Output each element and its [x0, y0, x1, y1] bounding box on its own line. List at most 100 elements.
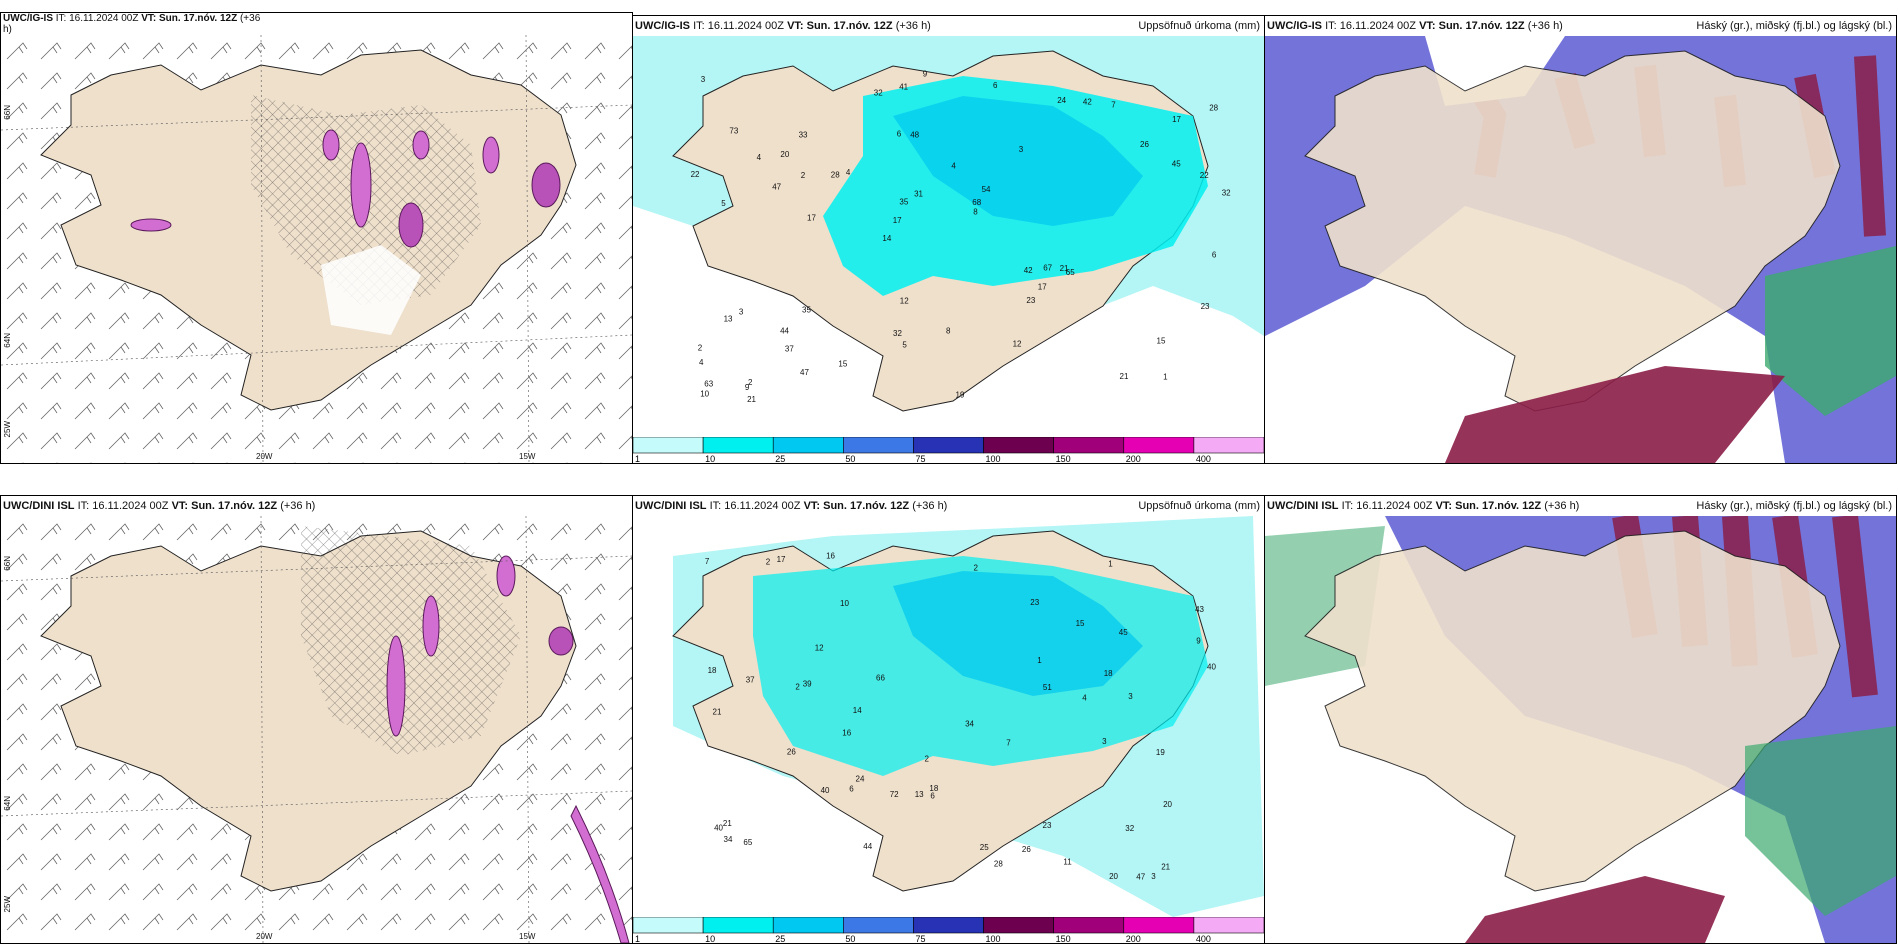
precip-value-label: 45: [1119, 628, 1128, 637]
precip-value-label: 34: [965, 720, 974, 729]
precip-value-label: 15: [838, 360, 847, 369]
precip-value-label: 17: [777, 555, 786, 564]
axis-label-15w: 15W: [519, 452, 536, 461]
colorbar-label: 10: [705, 454, 715, 463]
purple-feature: [482, 136, 500, 174]
panel-bottom-right: UWC/DINI ISL IT: 16.11.2024 00Z VT: Sun.…: [1264, 495, 1897, 944]
precip-map: 2 2 2 3 3 10 13 16 6 4 3 2 7 20 14 23 34 40 43 66 47 39 26 40 32…: [633, 516, 1264, 917]
it-value: 16.11.2024 00Z: [724, 500, 801, 512]
precip-value-label: 16: [826, 552, 835, 561]
precip-value-label: 42: [1083, 98, 1092, 107]
precip-value-label: 2: [795, 683, 800, 692]
precip-value-label: 37: [785, 344, 794, 353]
precip-value-label: 24: [1057, 96, 1066, 105]
colorbar-label: 50: [845, 454, 855, 463]
precip-value-label: 40: [1207, 663, 1216, 672]
colorbar-label: 10: [705, 934, 715, 943]
colorbar-label: 25: [775, 934, 785, 943]
colorbar-label: 150: [1056, 454, 1071, 463]
precip-value-label: 20: [1163, 800, 1172, 809]
it-value: 16.11.2024 00Z: [69, 13, 139, 24]
lead-time: (+36: [239, 13, 261, 24]
purple-feature: [548, 626, 574, 656]
heavy-precip-area: [893, 571, 1143, 696]
model-name: UWC/IG-IS: [635, 20, 690, 32]
precip-value-label: 45: [1172, 160, 1181, 169]
precip-value-label: 15: [1157, 336, 1166, 345]
wind-map: [1, 516, 632, 943]
precip-value-label: 47: [772, 182, 781, 191]
colorbar-swatch: [913, 917, 984, 934]
precip-value-label: 72: [890, 790, 899, 799]
purple-feature: [398, 202, 424, 248]
precip-value-label: 2: [698, 343, 703, 352]
precip-value-label: 44: [863, 842, 872, 851]
precip-value-label: 23: [1030, 598, 1039, 607]
colorbar-label: 200: [1126, 454, 1141, 463]
colorbar-swatch: [633, 437, 704, 454]
vt-label: VT:: [171, 500, 189, 512]
precip-value-label: 28: [1209, 104, 1218, 113]
precip-value-label: 65: [743, 838, 752, 847]
precip-value-label: 4: [1082, 694, 1087, 703]
it-label: IT:: [55, 13, 67, 24]
precip-value-label: 63: [704, 379, 713, 388]
precip-value-label: 32: [893, 329, 902, 338]
it-value: 16.11.2024 00Z: [92, 500, 169, 512]
precip-value-label: 6: [897, 129, 902, 138]
precip-value-label: 3: [701, 75, 706, 84]
vt-value: Sun. 17.nóv. 12Z: [1438, 20, 1525, 32]
colorbar-label: 400: [1196, 454, 1211, 463]
precip-value-label: 4: [951, 162, 956, 171]
lead-time-cont: h): [3, 24, 12, 35]
model-name: UWC/IG-IS: [1267, 20, 1322, 32]
hatched-area: [301, 526, 521, 756]
colorbar-swatch: [1053, 917, 1125, 934]
precip-value-label: 68: [972, 198, 981, 207]
precip-value-label: 34: [724, 835, 733, 844]
lat-line: [1, 555, 632, 582]
precip-value-label: 73: [729, 126, 738, 135]
precip-value-label: 35: [899, 198, 908, 207]
purple-feature: [422, 595, 440, 657]
it-label: IT:: [77, 500, 90, 512]
precip-value-label: 23: [1201, 302, 1210, 311]
precip-value-label: 14: [853, 706, 862, 715]
precip-value-label: 54: [982, 185, 991, 194]
lead-time: (+36 h): [1544, 500, 1580, 512]
precip-value-label: 20: [780, 150, 789, 159]
panel-bottom-left: UWC/DINI ISL IT: 16.11.2024 00Z VT: Sun.…: [0, 495, 633, 944]
panel-header: UWC/DINI ISL IT: 16.11.2024 00Z VT: Sun.…: [1, 496, 632, 516]
precip-value-label: 21: [1161, 863, 1170, 872]
precip-value-label: 3: [1128, 692, 1133, 701]
model-name: UWC/DINI ISL: [3, 500, 75, 512]
lon-line: [525, 35, 530, 463]
precip-value-label: 1: [1108, 559, 1113, 568]
precip-value-label: 12: [900, 296, 909, 305]
precip-value-label: 1: [1163, 373, 1168, 382]
precip-value-label: 51: [1043, 683, 1052, 692]
precip-value-label: 2: [801, 171, 806, 180]
panel-header: UWC/IG-IS IT: 16.11.2024 00Z VT: Sun. 17…: [633, 16, 1264, 36]
vt-value: Sun. 17.nóv. 12Z: [1455, 500, 1542, 512]
it-label: IT:: [1325, 20, 1337, 32]
precip-value-label: 26: [1022, 845, 1031, 854]
axis-label-25w: 25W: [3, 896, 12, 913]
precip-value-label: 4: [846, 168, 851, 177]
precip-value-label: 40: [821, 786, 830, 795]
precip-value-label: 32: [1222, 189, 1231, 198]
precip-value-label: 6: [1212, 251, 1217, 260]
precip-value-label: 22: [1200, 171, 1209, 180]
colorbar-label: 400: [1196, 934, 1211, 943]
vt-value: Sun. 17.nóv. 12Z: [823, 500, 910, 512]
precip-value-label: 17: [1038, 283, 1047, 292]
panel-title: Uppsöfnuð úrkoma (mm): [1138, 500, 1260, 512]
precip-value-label: 4: [757, 153, 762, 162]
wind-map: [1, 35, 632, 463]
precip-map-svg: 1517143264344374854657341324245173235332…: [633, 36, 1264, 437]
colorbar-swatch: [1053, 437, 1125, 454]
it-value: 16.11.2024 00Z: [1356, 500, 1433, 512]
precip-value-label: 6: [849, 785, 854, 794]
